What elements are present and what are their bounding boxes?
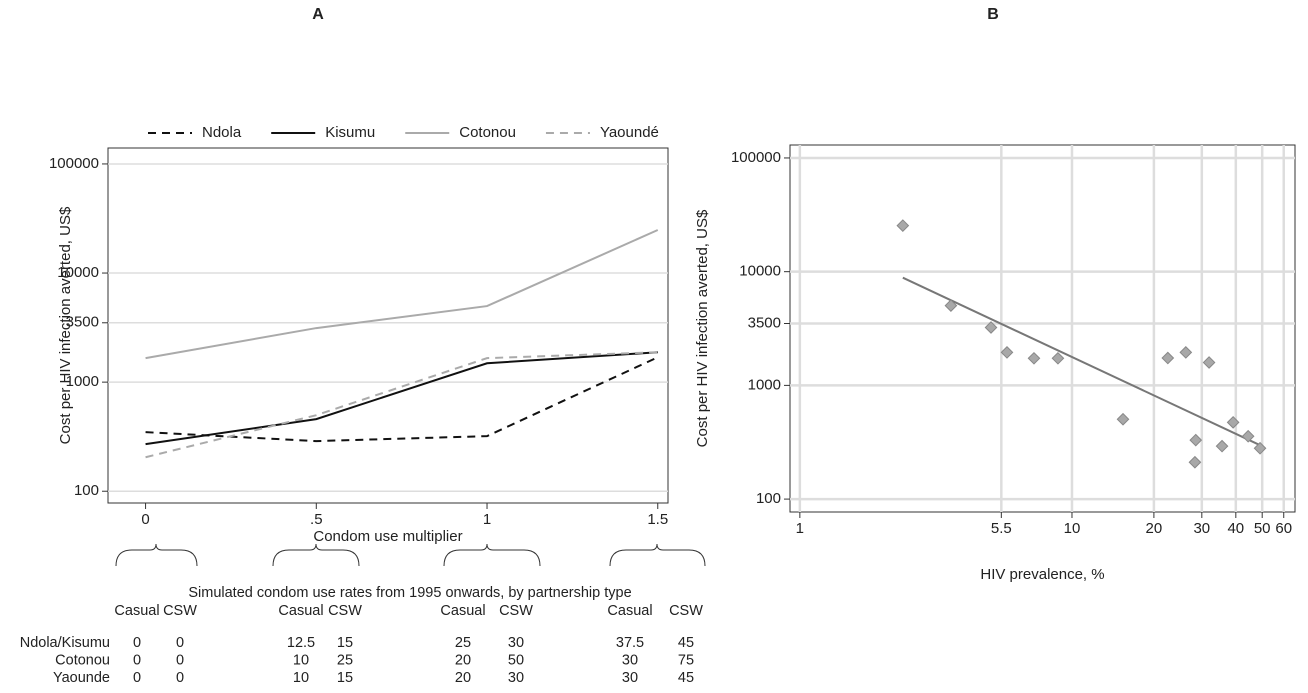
point [1179,346,1193,359]
cell: 0 [176,670,184,686]
y-tick-label: 10000 [57,264,99,281]
x-axis-label: Condom use multiplier [313,528,462,545]
brace [115,543,198,567]
cell: 20 [455,670,471,686]
column-header: Casual [114,603,159,619]
row-label: Yaounde [53,670,110,686]
legend-label: Cotonou [459,124,516,141]
point [1000,346,1014,359]
cell: 10 [293,670,309,686]
fit-line [902,276,1261,447]
cell: 15 [337,670,353,686]
cell: 25 [455,635,471,651]
cell: 0 [176,652,184,668]
y-tick-label: 1000 [748,376,781,393]
y-tick-label: 1000 [66,373,99,390]
x-tick-label: 1 [796,520,804,537]
x-tick-label: 10 [1064,520,1081,537]
point [1202,356,1216,369]
chart-title: B [987,6,999,23]
row-label: Ndola/Kisumu [20,635,110,651]
cell: 50 [508,652,524,668]
brace [272,543,360,567]
brace [609,543,706,567]
plot-area [789,144,1296,513]
y-tick-label: 100000 [49,155,99,172]
y-tick-label: 100000 [731,149,781,166]
x-tick-label: .5 [310,511,323,528]
point [1226,415,1240,429]
column-header: Casual [278,603,323,619]
y-axis-label: Cost per HIV infection averted, US$ [57,206,74,444]
plot-area [107,147,669,504]
cell: 0 [133,670,141,686]
point [1215,439,1229,453]
point [1161,351,1175,365]
point [1116,412,1130,426]
column-header: CSW [163,603,197,619]
legend-label: Kisumu [325,124,375,141]
legend-label: Yaoundé [600,124,659,141]
x-tick-label: 60 [1275,520,1292,537]
column-header: CSW [328,603,362,619]
cell: 30 [622,652,638,668]
cell: 25 [337,652,353,668]
cell: 30 [508,635,524,651]
x-tick-label: 0 [141,511,149,528]
column-header: CSW [499,603,533,619]
x-tick-label: 1 [483,511,491,528]
column-header: CSW [669,603,703,619]
chart-title: A [312,6,324,23]
x-tick-label: 40 [1227,520,1244,537]
cell: 30 [508,670,524,686]
cell: 10 [293,652,309,668]
point [896,219,910,232]
y-tick-label: 3500 [748,314,781,331]
cell: 37.5 [616,635,644,651]
table-title: Simulated condom use rates from 1995 onw… [188,585,631,601]
cell: 15 [337,635,353,651]
cell: 0 [176,635,184,651]
x-tick-label: 30 [1193,520,1210,537]
point [1027,351,1041,365]
series-line [145,229,659,360]
point [1188,455,1202,469]
x-axis-label: HIV prevalence, % [980,566,1104,583]
cell: 0 [133,652,141,668]
cell: 45 [678,670,694,686]
cell: 45 [678,635,694,651]
column-header: Casual [607,603,652,619]
point [984,321,998,334]
x-tick-label: 1.5 [647,511,668,528]
braces [115,543,706,567]
brace [443,543,541,567]
y-tick-label: 100 [756,490,781,507]
x-tick-label: 5.5 [991,520,1012,537]
cell: 0 [133,635,141,651]
x-tick-label: 50 [1254,520,1271,537]
series-line [145,351,658,446]
point [1051,351,1065,365]
y-axis-label: Cost per HIV infection averted, US$ [694,209,711,447]
y-tick-label: 3500 [66,314,99,331]
y-tick-label: 10000 [739,263,781,280]
point [1253,441,1267,455]
point [944,299,958,312]
cell: 30 [622,670,638,686]
row-label: Cotonou [55,652,110,668]
y-tick-label: 100 [74,482,99,499]
x-tick-label: 20 [1146,520,1163,537]
cell: 12.5 [287,635,315,651]
series-line [145,351,658,459]
cell: 75 [678,652,694,668]
point [1189,433,1203,447]
cell: 20 [455,652,471,668]
legend-label: Ndola [202,124,242,141]
point [1241,429,1255,443]
column-header: Casual [440,603,485,619]
